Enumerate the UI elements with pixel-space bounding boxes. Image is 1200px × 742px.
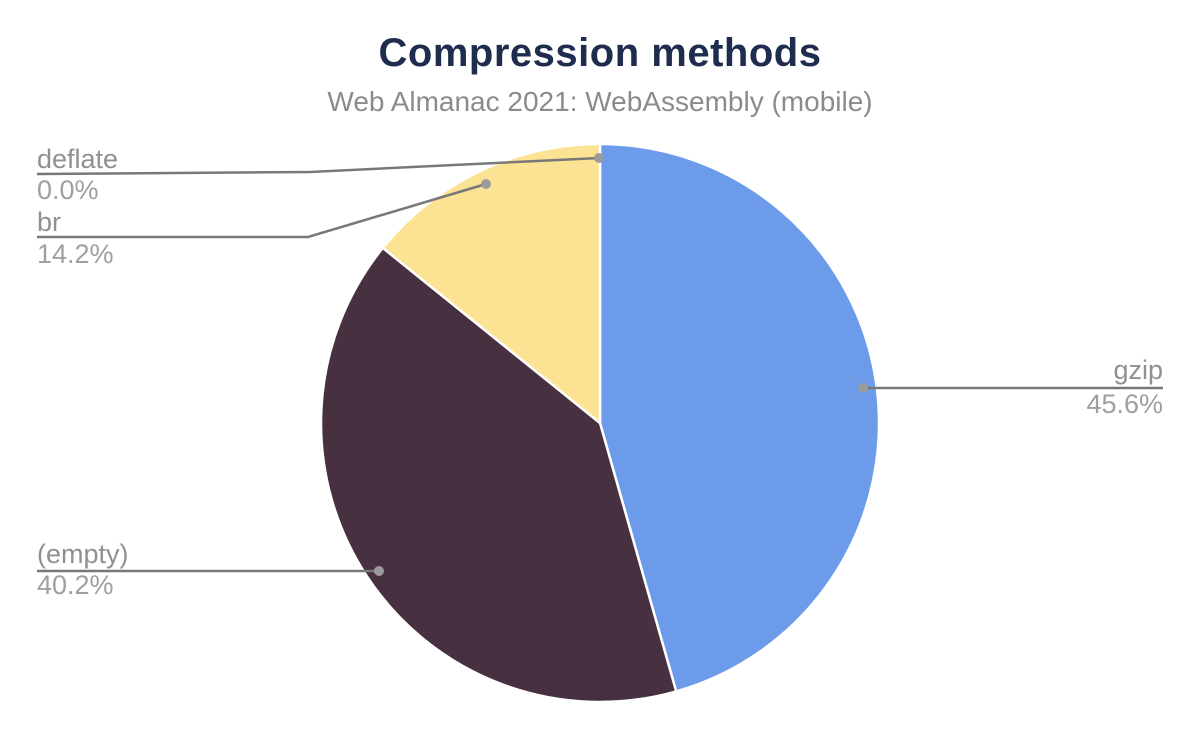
leader-dot-br — [481, 179, 491, 189]
slice-label-empty: (empty) — [37, 539, 129, 569]
slice-label-br: br — [37, 207, 62, 237]
pie-slice-br[interactable] — [381, 142, 602, 425]
leader-dot-deflate — [594, 153, 604, 163]
slice-pct-deflate: 0.0% — [37, 175, 99, 205]
leader-dot-gzip — [858, 383, 868, 393]
slice-label-deflate: deflate — [37, 144, 119, 174]
leader-dot-empty — [374, 566, 384, 576]
slice-label-gzip: gzip — [1113, 355, 1163, 385]
leader-line-br — [37, 182, 487, 239]
slice-pct-gzip: 45.6% — [1086, 389, 1163, 419]
leader-line-deflate — [36, 156, 600, 176]
slice-pct-empty: 40.2% — [37, 570, 114, 600]
pie-slice-gzip[interactable] — [598, 142, 881, 693]
slice-pct-br: 14.2% — [37, 239, 114, 269]
chart-subtitle: Web Almanac 2021: WebAssembly (mobile) — [327, 86, 873, 117]
pie-slice-empty[interactable] — [319, 246, 678, 704]
chart-title: Compression methods — [378, 31, 822, 75]
